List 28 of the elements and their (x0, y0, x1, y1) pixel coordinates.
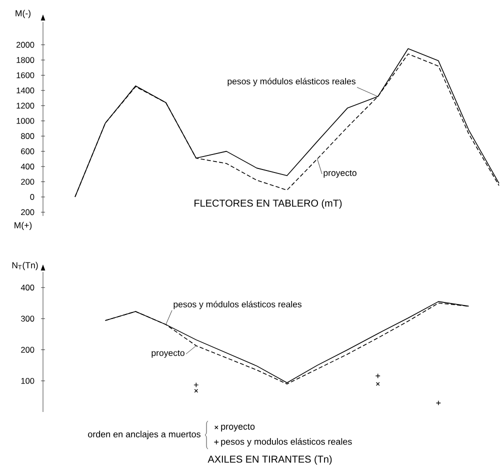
y-axis-title: N$_{T}$(Tn) (12, 262, 38, 270)
y-tick-label: 2000 (16, 42, 34, 48)
y-tick-label: 400 (20, 284, 34, 290)
y-tick-label: 300 (21, 316, 34, 322)
y-tick-label: 800 (21, 133, 34, 140)
y-axis-title: M(-) (16, 10, 30, 18)
text: AXILES EN TIRANTES (Tn) (208, 455, 332, 465)
y-tick-label: 0 (30, 194, 34, 200)
legend-label: proyecto (221, 424, 255, 432)
series-label: proyecto (152, 350, 184, 358)
y-tick-label: 200 (21, 178, 34, 185)
y-tick-label: 1600 (16, 72, 34, 78)
legend-title: orden en anclajes a muertos (88, 430, 200, 440)
y-tick-label: 1400 (16, 88, 34, 94)
y-tick-label: 200 (21, 209, 34, 216)
y-tick-label: 1800 (16, 57, 34, 63)
y-tick-label: 100 (21, 378, 34, 384)
text: pesos y módulos elásticos reales (228, 78, 356, 86)
y-tick-label: 1000 (16, 118, 34, 124)
legend-label: pesos y modulos elásticos reales (221, 438, 352, 447)
text: FLECTORES EN TABLERO (mT) (194, 199, 342, 209)
text: M(+) (14, 222, 32, 230)
series-label: pesos y módulos elásticos reales (174, 300, 302, 310)
y-tick-label: 400 (20, 164, 34, 170)
series-label: proyecto (324, 170, 356, 178)
y-tick-label: 200 (21, 346, 34, 353)
y-tick-label: 1200 (16, 102, 34, 109)
y-tick-label: 600 (21, 148, 34, 154)
